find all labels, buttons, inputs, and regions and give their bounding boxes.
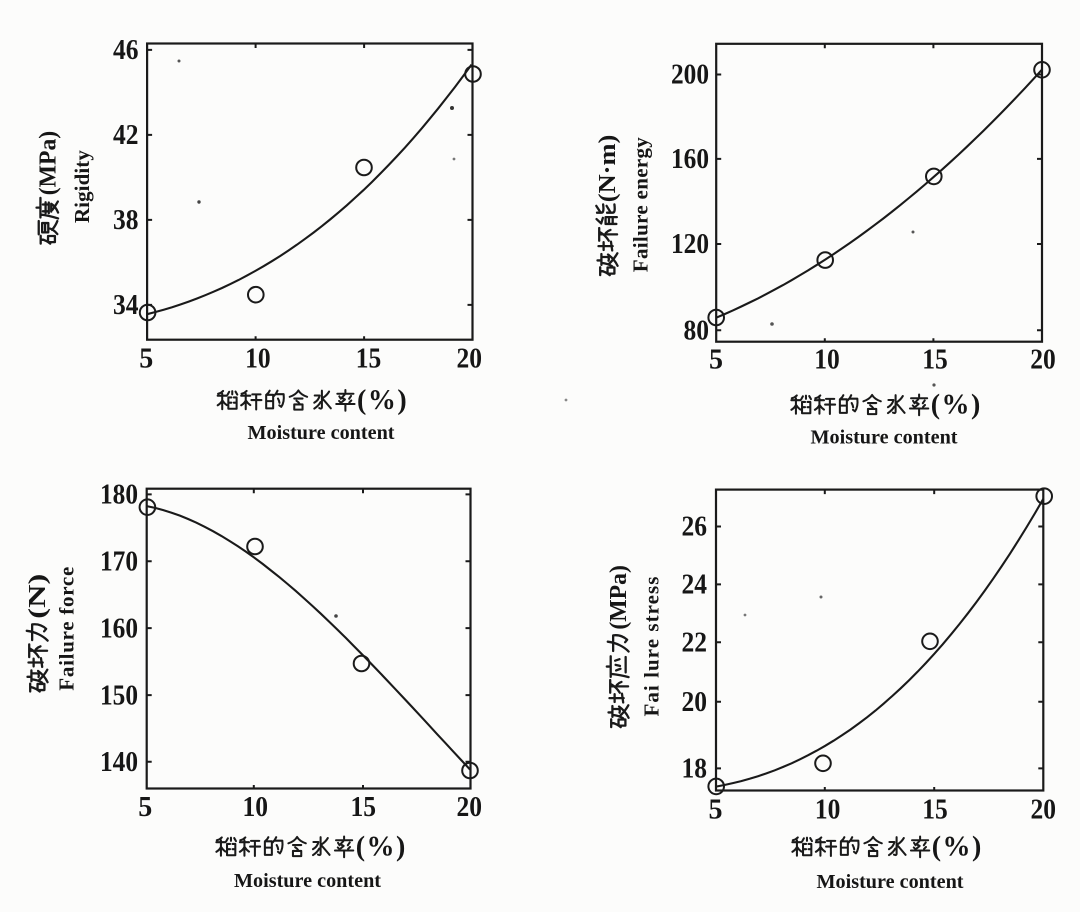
svg-text:15: 15 xyxy=(356,344,382,375)
svg-text:20: 20 xyxy=(457,792,483,823)
svg-text:(MPa): (MPa) xyxy=(605,565,632,630)
svg-text:Moisture content: Moisture content xyxy=(234,870,381,892)
svg-text:Failure energy: Failure energy xyxy=(628,137,652,273)
svg-text:10: 10 xyxy=(245,344,271,375)
svg-text:10: 10 xyxy=(242,792,268,823)
svg-text:170: 170 xyxy=(100,547,138,578)
svg-text:34: 34 xyxy=(113,290,139,321)
svg-text:(%): (%) xyxy=(931,389,982,420)
svg-text:5: 5 xyxy=(139,344,153,375)
svg-text:160: 160 xyxy=(100,613,138,644)
svg-text:15: 15 xyxy=(922,795,948,826)
svg-text:5: 5 xyxy=(138,792,152,823)
svg-text:10: 10 xyxy=(815,795,841,826)
svg-text:(%): (%) xyxy=(356,831,407,862)
svg-text:Failure force: Failure force xyxy=(55,567,79,691)
svg-text:24: 24 xyxy=(682,570,708,601)
svg-text:38: 38 xyxy=(113,205,139,236)
svg-text:Rigidity: Rigidity xyxy=(70,150,94,224)
svg-text:Moisture content: Moisture content xyxy=(816,871,963,893)
svg-text:80: 80 xyxy=(684,316,710,347)
svg-text:20: 20 xyxy=(1030,344,1056,375)
svg-text:Fai lure stress: Fai lure stress xyxy=(640,577,664,717)
svg-text:10: 10 xyxy=(814,344,840,375)
svg-text:(%): (%) xyxy=(357,385,408,416)
svg-text:Moisture content: Moisture content xyxy=(247,422,394,444)
svg-text:20: 20 xyxy=(682,687,708,718)
svg-text:(N): (N) xyxy=(24,574,51,619)
svg-text:18: 18 xyxy=(682,754,708,785)
svg-text:(MPa): (MPa) xyxy=(35,131,62,196)
svg-text:(%): (%) xyxy=(932,831,983,862)
svg-text:180: 180 xyxy=(100,480,138,511)
svg-text:15: 15 xyxy=(351,792,377,823)
svg-text:5: 5 xyxy=(709,795,723,826)
svg-text:5: 5 xyxy=(709,344,723,375)
svg-text:22: 22 xyxy=(682,628,708,659)
svg-text:160: 160 xyxy=(671,144,709,175)
svg-text:150: 150 xyxy=(100,680,138,711)
svg-text:46: 46 xyxy=(113,35,139,66)
svg-text:120: 120 xyxy=(671,229,709,260)
svg-text:15: 15 xyxy=(922,344,948,375)
svg-text:26: 26 xyxy=(682,512,708,543)
svg-text:20: 20 xyxy=(1031,795,1057,826)
svg-text:Moisture content: Moisture content xyxy=(810,427,957,449)
svg-text:20: 20 xyxy=(457,344,483,375)
svg-text:140: 140 xyxy=(100,747,138,778)
svg-text:200: 200 xyxy=(671,60,709,91)
svg-text:42: 42 xyxy=(113,120,139,151)
svg-text:(N·m): (N·m) xyxy=(594,135,621,203)
